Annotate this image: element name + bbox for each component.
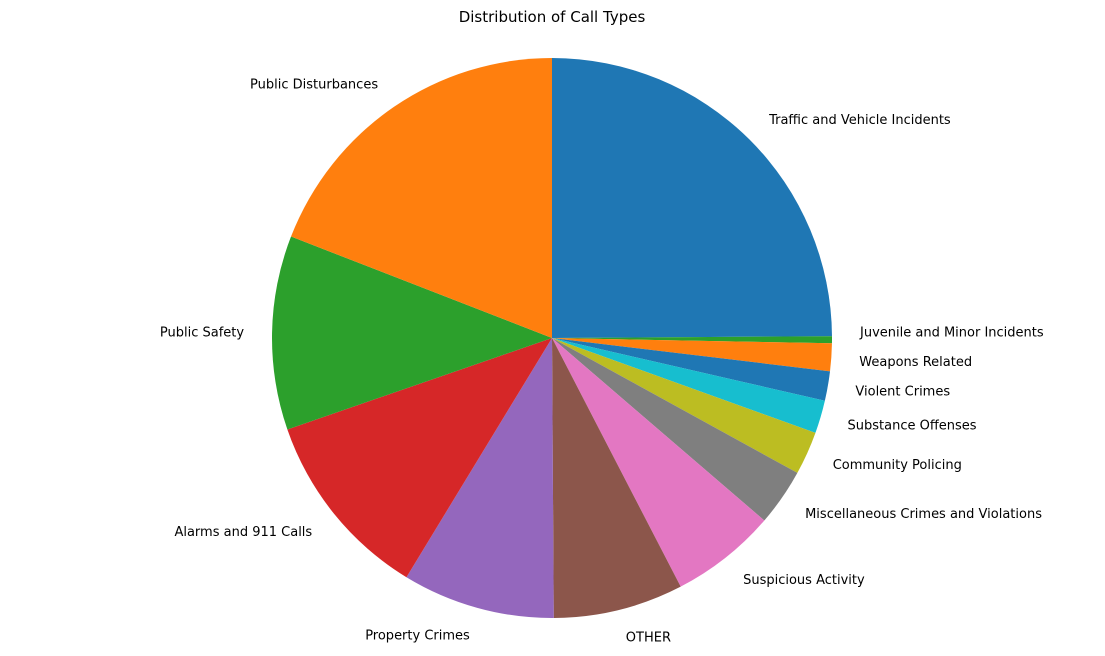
slice-label: Traffic and Vehicle Incidents [768,113,951,128]
slice-label: Community Policing [833,458,962,473]
pie-slice [291,58,552,338]
chart-title: Distribution of Call Types [459,8,646,26]
pie-slice [552,338,765,587]
slice-label: Suspicious Activity [743,573,865,588]
slice-label: Violent Crimes [855,385,950,400]
slice-label: OTHER [626,631,671,646]
slice-label: Substance Offenses [848,418,977,433]
slice-label: Juvenile and Minor Incidents [859,325,1044,340]
pie-slices [271,58,832,618]
pie-slice [552,58,832,338]
pie-slice [287,338,552,578]
slice-label: Miscellaneous Crimes and Violations [805,507,1042,522]
pie-slice [552,338,831,401]
slice-label: Public Safety [160,326,244,341]
pie-slice [552,336,832,344]
pie-slice [552,338,825,433]
pie-slice [552,338,681,618]
pie-labels: Traffic and Vehicle Incidents Juvenile an… [160,77,1044,645]
slice-label: Alarms and 911 Calls [174,525,312,540]
slice-label: Public Disturbances [250,77,378,92]
pie-slice [271,236,552,430]
pie-slice [552,338,816,473]
slice-label: Property Crimes [365,628,470,643]
pie-slice [552,338,832,372]
pie-slice [552,338,798,521]
slice-label: Weapons Related [859,355,972,370]
pie-slice [406,338,554,618]
